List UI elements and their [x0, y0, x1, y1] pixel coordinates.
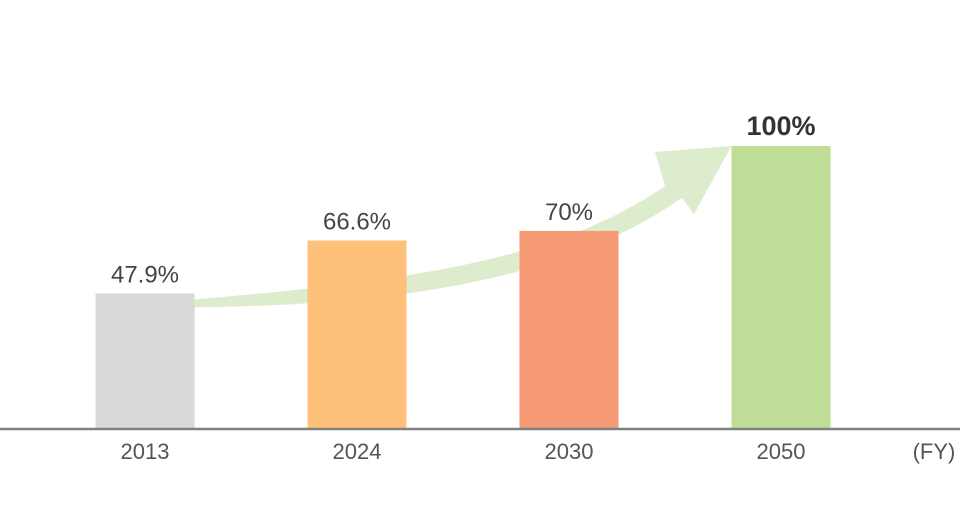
value-label-2030: 70% — [545, 199, 593, 226]
x-tick-label-2050: 2050 — [757, 439, 806, 464]
x-tick-label-2024: 2024 — [333, 439, 382, 464]
x-tick-label-2030: 2030 — [545, 439, 594, 464]
value-label-2013: 47.9% — [111, 261, 179, 288]
bars-layer — [95, 146, 831, 429]
bar-2024 — [307, 240, 407, 429]
bar-2013 — [95, 293, 195, 429]
value-label-2050: 100% — [746, 111, 815, 141]
x-tick-label-2013: 2013 — [121, 439, 170, 464]
bar-2050 — [731, 146, 831, 429]
trend-arrow — [194, 146, 732, 308]
x-axis-unit-label: (FY) — [913, 439, 956, 464]
bar-2030 — [519, 230, 619, 429]
value-label-2024: 66.6% — [323, 209, 391, 236]
labels-layer: 47.9% 2013 66.6% 2024 70% 2030 100% 2050 — [111, 111, 816, 464]
trend-arrow-layer — [194, 146, 732, 308]
